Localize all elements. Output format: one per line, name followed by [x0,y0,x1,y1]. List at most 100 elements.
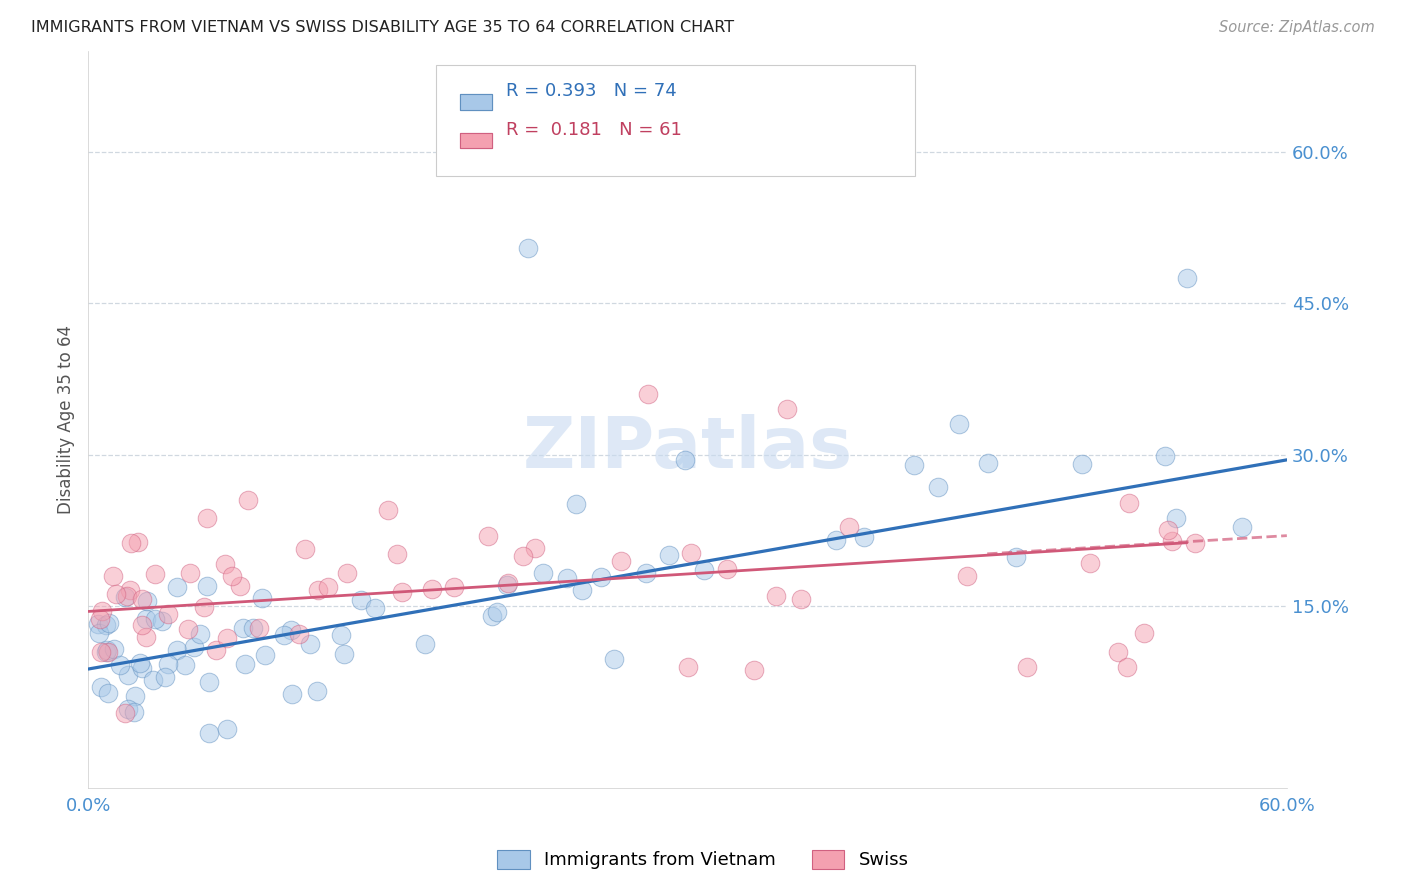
Point [195,511,218,525]
Point [157,657,180,672]
Point [531,566,554,580]
Point [120,583,142,598]
Point [198,675,221,690]
Point [571,582,593,597]
Point [742,663,765,677]
Point [1118,496,1140,510]
Point [205,642,228,657]
Y-axis label: Disability Age 35 to 64: Disability Age 35 to 64 [58,325,75,514]
Point [1116,660,1139,674]
Point [329,628,352,642]
Point [97,615,120,630]
Point [89,612,111,626]
Point [120,536,142,550]
Point [108,658,131,673]
Point [903,458,925,473]
Point [838,520,860,534]
Text: Source: ZipAtlas.com: Source: ZipAtlas.com [1219,20,1375,35]
Point [127,534,149,549]
Point [124,690,146,704]
Point [512,549,534,564]
Point [281,687,304,701]
Point [166,580,188,594]
Point [307,583,329,598]
Point [215,631,238,645]
Point [89,625,111,640]
Point [215,722,238,736]
Point [825,533,848,547]
Point [131,618,153,632]
Point [177,623,200,637]
Point [1017,660,1039,674]
Point [115,589,138,603]
Point [298,637,321,651]
Point [385,547,408,561]
Point [254,648,277,662]
Point [307,684,329,698]
FancyBboxPatch shape [460,95,492,110]
Point [97,645,120,659]
Point [103,642,125,657]
Point [335,566,357,581]
Point [179,566,201,581]
Point [391,585,413,599]
Point [135,612,157,626]
Point [496,575,519,590]
Point [135,630,157,644]
Point [221,569,243,583]
Point [776,402,799,417]
Point [1004,549,1026,564]
Point [101,568,124,582]
Point [131,660,153,674]
Point [610,554,633,568]
Point [555,571,578,585]
Point [927,480,949,494]
Point [603,651,626,665]
Point [350,592,373,607]
Point [1071,457,1094,471]
FancyBboxPatch shape [436,65,915,176]
Point [155,670,177,684]
Point [591,570,613,584]
Point [1230,520,1253,534]
Point [790,592,813,607]
Point [150,614,173,628]
Point [232,621,254,635]
Point [413,637,436,651]
Point [142,673,165,687]
Point [90,680,112,694]
Text: R = 0.393   N = 74: R = 0.393 N = 74 [506,82,676,100]
Point [228,579,250,593]
Point [636,566,658,580]
Point [117,668,139,682]
Point [143,611,166,625]
Point [198,725,221,739]
Point [481,609,503,624]
Point [90,604,112,618]
Point [679,545,702,559]
Point [1175,271,1198,285]
Text: IMMIGRANTS FROM VIETNAM VS SWISS DISABILITY AGE 35 TO 64 CORRELATION CHART: IMMIGRANTS FROM VIETNAM VS SWISS DISABIL… [31,20,734,35]
Point [977,457,1000,471]
Point [280,623,302,637]
Point [1154,449,1177,463]
Point [1133,626,1156,640]
Point [1157,523,1180,537]
Point [135,594,157,608]
Point [948,417,970,432]
Point [214,557,236,571]
Point [117,702,139,716]
Point [1164,511,1187,525]
Point [364,600,387,615]
Point [145,567,167,582]
Point [188,627,211,641]
Point [693,563,716,577]
Point [94,645,117,659]
Point [96,686,118,700]
Legend: Immigrants from Vietnam, Swiss: Immigrants from Vietnam, Swiss [488,841,918,879]
Point [1161,533,1184,548]
Point [96,643,118,657]
Point [673,453,696,467]
Point [238,493,260,508]
Point [250,591,273,605]
